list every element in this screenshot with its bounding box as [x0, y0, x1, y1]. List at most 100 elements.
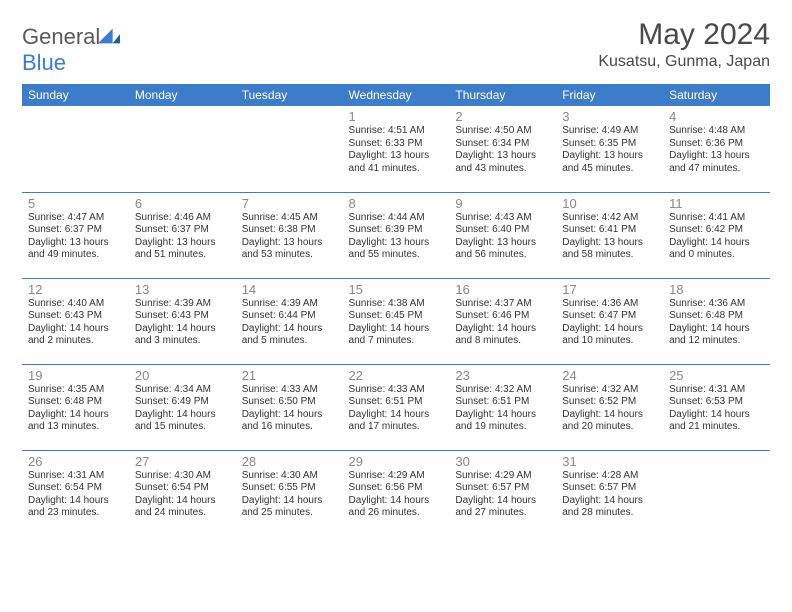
calendar-day-cell: 2Sunrise: 4:50 AMSunset: 6:34 PMDaylight…	[449, 106, 556, 192]
day-number: 15	[349, 282, 444, 297]
day-detail: Sunrise: 4:34 AMSunset: 6:49 PMDaylight:…	[135, 384, 230, 434]
calendar-empty-cell	[236, 106, 343, 192]
day-number: 7	[242, 196, 337, 211]
calendar-empty-cell	[22, 106, 129, 192]
day-number: 25	[669, 368, 764, 383]
calendar-day-cell: 5Sunrise: 4:47 AMSunset: 6:37 PMDaylight…	[22, 192, 129, 278]
calendar-day-cell: 31Sunrise: 4:28 AMSunset: 6:57 PMDayligh…	[556, 450, 663, 536]
day-detail: Sunrise: 4:30 AMSunset: 6:54 PMDaylight:…	[135, 470, 230, 520]
day-number: 1	[349, 109, 444, 124]
day-detail: Sunrise: 4:44 AMSunset: 6:39 PMDaylight:…	[349, 212, 444, 262]
calendar-day-cell: 1Sunrise: 4:51 AMSunset: 6:33 PMDaylight…	[343, 106, 450, 192]
day-detail: Sunrise: 4:32 AMSunset: 6:52 PMDaylight:…	[562, 384, 657, 434]
day-detail: Sunrise: 4:50 AMSunset: 6:34 PMDaylight:…	[455, 125, 550, 175]
day-detail: Sunrise: 4:33 AMSunset: 6:51 PMDaylight:…	[349, 384, 444, 434]
day-number: 20	[135, 368, 230, 383]
calendar-day-cell: 23Sunrise: 4:32 AMSunset: 6:51 PMDayligh…	[449, 364, 556, 450]
calendar-day-cell: 3Sunrise: 4:49 AMSunset: 6:35 PMDaylight…	[556, 106, 663, 192]
day-number: 8	[349, 196, 444, 211]
day-number: 12	[28, 282, 123, 297]
day-number: 9	[455, 196, 550, 211]
day-detail: Sunrise: 4:39 AMSunset: 6:43 PMDaylight:…	[135, 298, 230, 348]
calendar-day-cell: 19Sunrise: 4:35 AMSunset: 6:48 PMDayligh…	[22, 364, 129, 450]
weekday-header: Tuesday	[236, 84, 343, 106]
day-detail: Sunrise: 4:32 AMSunset: 6:51 PMDaylight:…	[455, 384, 550, 434]
day-detail: Sunrise: 4:29 AMSunset: 6:57 PMDaylight:…	[455, 470, 550, 520]
day-detail: Sunrise: 4:42 AMSunset: 6:41 PMDaylight:…	[562, 212, 657, 262]
day-number: 11	[669, 196, 764, 211]
calendar-day-cell: 24Sunrise: 4:32 AMSunset: 6:52 PMDayligh…	[556, 364, 663, 450]
day-detail: Sunrise: 4:51 AMSunset: 6:33 PMDaylight:…	[349, 125, 444, 175]
calendar-day-cell: 9Sunrise: 4:43 AMSunset: 6:40 PMDaylight…	[449, 192, 556, 278]
day-detail: Sunrise: 4:40 AMSunset: 6:43 PMDaylight:…	[28, 298, 123, 348]
calendar-day-cell: 20Sunrise: 4:34 AMSunset: 6:49 PMDayligh…	[129, 364, 236, 450]
weekday-header: Saturday	[663, 84, 770, 106]
day-number: 16	[455, 282, 550, 297]
day-number: 31	[562, 454, 657, 469]
day-detail: Sunrise: 4:36 AMSunset: 6:48 PMDaylight:…	[669, 298, 764, 348]
calendar-day-cell: 27Sunrise: 4:30 AMSunset: 6:54 PMDayligh…	[129, 450, 236, 536]
calendar-body: 1Sunrise: 4:51 AMSunset: 6:33 PMDaylight…	[22, 106, 770, 536]
calendar-day-cell: 7Sunrise: 4:45 AMSunset: 6:38 PMDaylight…	[236, 192, 343, 278]
calendar-day-cell: 25Sunrise: 4:31 AMSunset: 6:53 PMDayligh…	[663, 364, 770, 450]
day-number: 4	[669, 109, 764, 124]
day-detail: Sunrise: 4:49 AMSunset: 6:35 PMDaylight:…	[562, 125, 657, 175]
day-detail: Sunrise: 4:41 AMSunset: 6:42 PMDaylight:…	[669, 212, 764, 262]
calendar-week-row: 19Sunrise: 4:35 AMSunset: 6:48 PMDayligh…	[22, 364, 770, 450]
day-number: 28	[242, 454, 337, 469]
calendar-day-cell: 4Sunrise: 4:48 AMSunset: 6:36 PMDaylight…	[663, 106, 770, 192]
calendar-day-cell: 21Sunrise: 4:33 AMSunset: 6:50 PMDayligh…	[236, 364, 343, 450]
calendar-day-cell: 14Sunrise: 4:39 AMSunset: 6:44 PMDayligh…	[236, 278, 343, 364]
day-number: 14	[242, 282, 337, 297]
day-detail: Sunrise: 4:35 AMSunset: 6:48 PMDaylight:…	[28, 384, 123, 434]
calendar-empty-cell	[129, 106, 236, 192]
day-number: 5	[28, 196, 123, 211]
calendar-day-cell: 17Sunrise: 4:36 AMSunset: 6:47 PMDayligh…	[556, 278, 663, 364]
brand-logo: GeneralBlue	[22, 24, 120, 76]
calendar-week-row: 26Sunrise: 4:31 AMSunset: 6:54 PMDayligh…	[22, 450, 770, 536]
calendar-week-row: 5Sunrise: 4:47 AMSunset: 6:37 PMDaylight…	[22, 192, 770, 278]
weekday-header: Monday	[129, 84, 236, 106]
weekday-header: Sunday	[22, 84, 129, 106]
weekday-header: Thursday	[449, 84, 556, 106]
day-number: 30	[455, 454, 550, 469]
weekday-row: SundayMondayTuesdayWednesdayThursdayFrid…	[22, 84, 770, 106]
day-number: 24	[562, 368, 657, 383]
title-block: May 2024 Kusatsu, Gunma, Japan	[598, 18, 770, 71]
location: Kusatsu, Gunma, Japan	[598, 53, 770, 71]
calendar-day-cell: 29Sunrise: 4:29 AMSunset: 6:56 PMDayligh…	[343, 450, 450, 536]
calendar-day-cell: 28Sunrise: 4:30 AMSunset: 6:55 PMDayligh…	[236, 450, 343, 536]
day-number: 17	[562, 282, 657, 297]
calendar-day-cell: 16Sunrise: 4:37 AMSunset: 6:46 PMDayligh…	[449, 278, 556, 364]
day-detail: Sunrise: 4:37 AMSunset: 6:46 PMDaylight:…	[455, 298, 550, 348]
header: GeneralBlue May 2024 Kusatsu, Gunma, Jap…	[22, 18, 770, 76]
calendar-day-cell: 10Sunrise: 4:42 AMSunset: 6:41 PMDayligh…	[556, 192, 663, 278]
day-number: 6	[135, 196, 230, 211]
calendar-empty-cell	[663, 450, 770, 536]
calendar-day-cell: 11Sunrise: 4:41 AMSunset: 6:42 PMDayligh…	[663, 192, 770, 278]
day-number: 3	[562, 109, 657, 124]
day-number: 10	[562, 196, 657, 211]
day-number: 23	[455, 368, 550, 383]
day-detail: Sunrise: 4:30 AMSunset: 6:55 PMDaylight:…	[242, 470, 337, 520]
day-detail: Sunrise: 4:29 AMSunset: 6:56 PMDaylight:…	[349, 470, 444, 520]
day-detail: Sunrise: 4:39 AMSunset: 6:44 PMDaylight:…	[242, 298, 337, 348]
day-number: 26	[28, 454, 123, 469]
calendar-day-cell: 26Sunrise: 4:31 AMSunset: 6:54 PMDayligh…	[22, 450, 129, 536]
brand-text: GeneralBlue	[22, 24, 120, 76]
brand-part1: General	[22, 24, 100, 49]
calendar-day-cell: 12Sunrise: 4:40 AMSunset: 6:43 PMDayligh…	[22, 278, 129, 364]
day-detail: Sunrise: 4:47 AMSunset: 6:37 PMDaylight:…	[28, 212, 123, 262]
calendar-day-cell: 8Sunrise: 4:44 AMSunset: 6:39 PMDaylight…	[343, 192, 450, 278]
day-number: 18	[669, 282, 764, 297]
day-number: 27	[135, 454, 230, 469]
day-detail: Sunrise: 4:31 AMSunset: 6:54 PMDaylight:…	[28, 470, 123, 520]
calendar-day-cell: 6Sunrise: 4:46 AMSunset: 6:37 PMDaylight…	[129, 192, 236, 278]
weekday-header: Wednesday	[343, 84, 450, 106]
calendar-day-cell: 18Sunrise: 4:36 AMSunset: 6:48 PMDayligh…	[663, 278, 770, 364]
day-number: 21	[242, 368, 337, 383]
calendar-week-row: 1Sunrise: 4:51 AMSunset: 6:33 PMDaylight…	[22, 106, 770, 192]
day-detail: Sunrise: 4:33 AMSunset: 6:50 PMDaylight:…	[242, 384, 337, 434]
calendar-day-cell: 22Sunrise: 4:33 AMSunset: 6:51 PMDayligh…	[343, 364, 450, 450]
day-detail: Sunrise: 4:28 AMSunset: 6:57 PMDaylight:…	[562, 470, 657, 520]
